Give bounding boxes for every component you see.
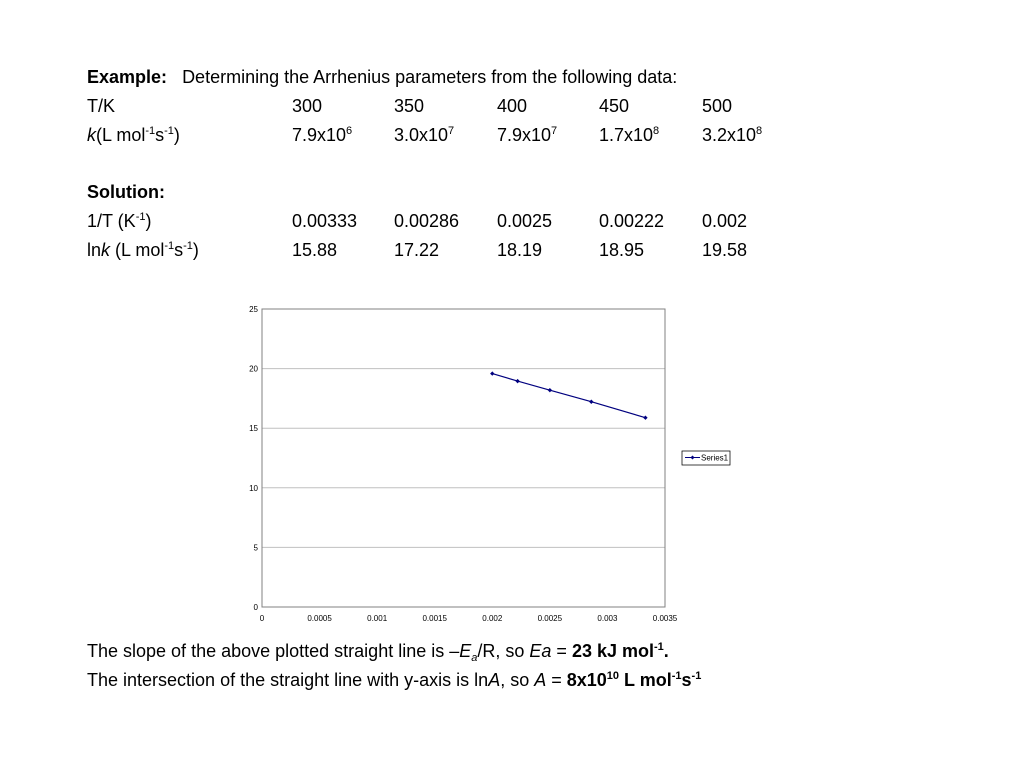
y-tick-label: 20: [249, 365, 258, 374]
slope-sentence: The slope of the above plotted straight …: [87, 641, 669, 664]
rate-constant-value: 3.2x108: [702, 125, 763, 145]
inverse-temp-value: 0.0025: [497, 211, 553, 231]
lnk-value: 18.19: [497, 240, 543, 260]
x-tick-label: 0: [260, 614, 265, 623]
temp-value: 350: [394, 96, 425, 116]
x-tick-label: 0.0005: [307, 614, 332, 623]
lnk-value: 19.58: [702, 240, 748, 260]
rate-constant-value: 7.9x106: [292, 125, 353, 145]
inverse-temp-value: 0.00222: [599, 211, 665, 231]
temp-value: 300: [292, 96, 323, 116]
temp-value: 500: [702, 96, 733, 116]
x-tick-label: 0.0035: [653, 614, 678, 623]
y-tick-label: 0: [254, 603, 259, 612]
lnk-value: 17.22: [394, 240, 440, 260]
inverse-temp-label: 1/T (K-1): [87, 211, 152, 231]
example-text: Determining the Arrhenius parameters fro…: [182, 67, 678, 87]
example-label: Example:: [87, 67, 168, 87]
x-tick-label: 0.001: [367, 614, 388, 623]
legend-label: Series1: [701, 454, 729, 463]
x-tick-label: 0.003: [597, 614, 618, 623]
intercept-sentence: The intersection of the straight line wi…: [87, 670, 702, 690]
x-tick-label: 0.0025: [538, 614, 563, 623]
data-point: [589, 399, 594, 404]
rate-constant-value: 7.9x107: [497, 125, 558, 145]
lnk-label: lnk (L mol-1s-1): [87, 240, 199, 260]
rate-constant-label: k(L mol-1s-1): [87, 125, 180, 145]
legend-box: [681, 450, 731, 466]
rate-constant-value: 1.7x108: [599, 125, 660, 145]
data-point: [515, 378, 520, 384]
activation-energy-value: 23 kJ mol-1.: [571, 641, 669, 661]
plot-area-frame: [261, 308, 666, 608]
lnk-value: 15.88: [292, 240, 338, 260]
y-tick-label: 10: [249, 484, 258, 493]
temp-label: T/K: [87, 96, 116, 116]
inverse-temp-value: 0.00333: [292, 211, 358, 231]
temp-value: 450: [599, 96, 630, 116]
y-tick-label: 25: [249, 305, 258, 314]
data-point: [490, 371, 495, 376]
data-point: [643, 415, 648, 420]
y-tick-label: 15: [249, 424, 258, 433]
legend-point-marker: [690, 455, 695, 460]
rate-constant-value: 3.0x107: [394, 125, 455, 145]
temp-value: 400: [497, 96, 528, 116]
chart-legend: Series1: [681, 450, 731, 466]
y-tick-label: 5: [254, 543, 259, 552]
inverse-temp-value: 0.002: [702, 211, 748, 231]
x-tick-label: 0.002: [482, 614, 503, 623]
x-tick-label: 0.0015: [422, 614, 447, 623]
data-point: [547, 387, 553, 393]
inverse-temp-value: 0.00286: [394, 211, 460, 231]
lnk-value: 18.95: [599, 240, 645, 260]
series-line: [492, 373, 646, 419]
example-line: Example: Determining the Arrhenius param…: [87, 66, 677, 88]
solution-heading: Solution:: [87, 182, 165, 202]
pre-exponential-value: 8x1010 L mol-1s-1: [566, 670, 702, 690]
